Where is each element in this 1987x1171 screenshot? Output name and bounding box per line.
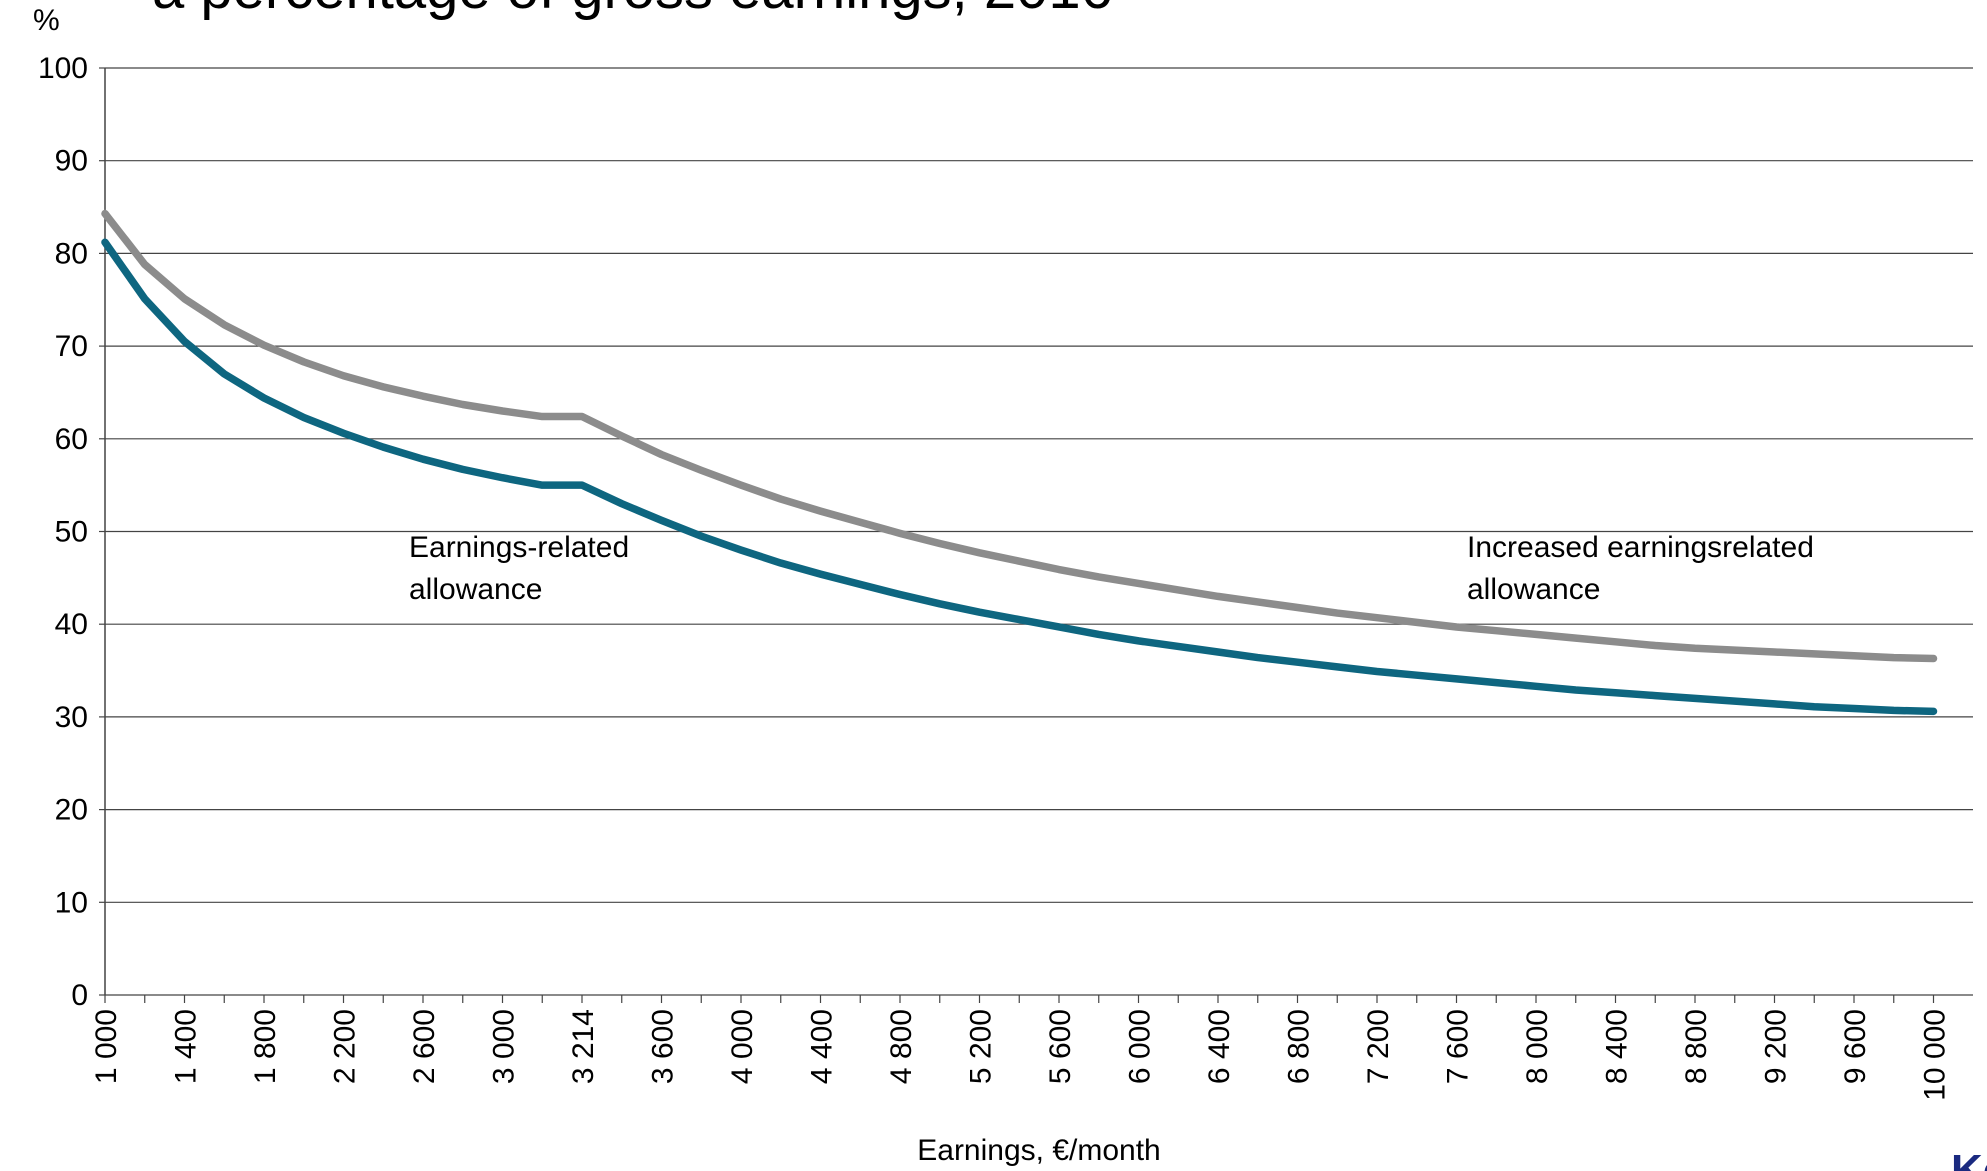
- annotation: allowance: [409, 573, 542, 606]
- x-tick-label: 4 400: [806, 1009, 839, 1084]
- annotation: Increased earningsrelated: [1467, 531, 1814, 564]
- logo: Kela: [1951, 1146, 1987, 1171]
- y-tick-label: 90: [55, 145, 88, 178]
- x-axis-label: Earnings, €/month: [917, 1134, 1160, 1167]
- x-tick-label: 4 800: [885, 1009, 918, 1084]
- y-axis-label: %: [33, 4, 60, 37]
- y-tick-label: 50: [55, 516, 88, 549]
- x-tick-label: 8 000: [1521, 1009, 1554, 1084]
- x-tick-label: 9 600: [1839, 1009, 1872, 1084]
- x-tick-label: 7 600: [1442, 1009, 1475, 1084]
- x-tick-label: 5 200: [965, 1009, 998, 1084]
- x-tick-label: 8 400: [1601, 1009, 1634, 1084]
- series-line: [101, 238, 1938, 716]
- annotation: Earnings-related: [409, 531, 629, 564]
- y-tick-label: 70: [55, 330, 88, 363]
- y-tick-label: 10: [55, 886, 88, 919]
- x-tick-label: 5 600: [1044, 1009, 1077, 1084]
- y-tick-label: 40: [55, 608, 88, 641]
- x-tick-label: 8 800: [1680, 1009, 1713, 1084]
- x-tick-label: 7 200: [1362, 1009, 1395, 1084]
- y-tick-label: 20: [55, 794, 88, 827]
- y-tick-label: 30: [55, 701, 88, 734]
- x-tick-label: 6 400: [1203, 1009, 1236, 1084]
- x-tick-label: 3 214: [567, 1009, 600, 1084]
- y-tick-label: 60: [55, 423, 88, 456]
- x-tick-label: 3 000: [488, 1009, 521, 1084]
- x-tick-label: 1 400: [170, 1009, 203, 1084]
- x-tick-label: 1 800: [249, 1009, 282, 1084]
- x-tick-label: 10 000: [1919, 1009, 1952, 1101]
- annotation: allowance: [1467, 573, 1600, 606]
- y-tick-label: 0: [71, 979, 88, 1012]
- x-tick-label: 2 600: [408, 1009, 441, 1084]
- x-tick-label: 6 800: [1283, 1009, 1316, 1084]
- series-line: [101, 209, 1938, 663]
- x-tick-label: 1 000: [90, 1009, 123, 1084]
- chart-title: a percentage of gross earnings, 2016: [152, 0, 1113, 21]
- x-tick-label: 2 200: [329, 1009, 362, 1084]
- x-tick-label: 4 000: [726, 1009, 759, 1084]
- x-tick-label: 3 600: [647, 1009, 680, 1084]
- y-tick-label: 100: [38, 52, 88, 85]
- x-tick-label: 9 200: [1760, 1009, 1793, 1084]
- y-tick-label: 80: [55, 237, 88, 270]
- x-tick-label: 6 000: [1124, 1009, 1157, 1084]
